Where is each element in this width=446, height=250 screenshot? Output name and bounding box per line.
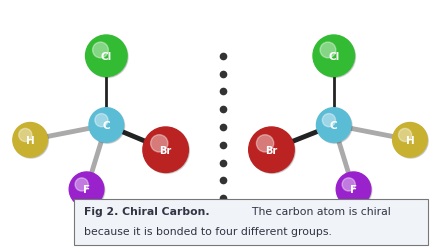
FancyBboxPatch shape — [74, 199, 428, 245]
Circle shape — [93, 43, 108, 59]
Circle shape — [313, 36, 355, 77]
Circle shape — [89, 108, 124, 143]
Circle shape — [144, 128, 190, 174]
Text: Br: Br — [160, 145, 172, 155]
Text: C: C — [330, 120, 338, 130]
Circle shape — [70, 173, 105, 208]
Text: because it is bonded to four different groups.: because it is bonded to four different g… — [83, 226, 331, 236]
Circle shape — [14, 124, 49, 158]
Circle shape — [75, 178, 88, 191]
Text: H: H — [405, 135, 414, 145]
Circle shape — [90, 109, 124, 144]
Text: F: F — [350, 184, 357, 194]
Circle shape — [322, 114, 335, 127]
Circle shape — [249, 128, 294, 173]
Circle shape — [392, 123, 427, 158]
Text: Fig 2. Chiral Carbon.: Fig 2. Chiral Carbon. — [83, 206, 209, 216]
Text: F: F — [83, 184, 90, 194]
Text: Br: Br — [265, 145, 277, 155]
Circle shape — [69, 172, 104, 207]
Circle shape — [250, 128, 295, 174]
Circle shape — [342, 178, 355, 191]
Circle shape — [86, 36, 127, 77]
Circle shape — [143, 128, 188, 173]
Circle shape — [320, 43, 336, 59]
Circle shape — [314, 37, 355, 78]
Text: The carbon atom is chiral: The carbon atom is chiral — [245, 206, 391, 216]
Text: H: H — [26, 135, 34, 145]
Text: Cl: Cl — [328, 52, 339, 62]
Circle shape — [19, 129, 32, 142]
Circle shape — [87, 37, 128, 78]
Circle shape — [398, 129, 412, 142]
Circle shape — [95, 114, 108, 127]
Circle shape — [318, 109, 352, 144]
Circle shape — [317, 108, 351, 143]
Circle shape — [256, 135, 274, 152]
Circle shape — [336, 172, 371, 207]
Text: Cl: Cl — [101, 52, 112, 62]
Circle shape — [13, 123, 47, 158]
Circle shape — [151, 135, 168, 152]
Circle shape — [393, 124, 428, 158]
Text: C: C — [103, 120, 110, 130]
Circle shape — [337, 173, 372, 208]
